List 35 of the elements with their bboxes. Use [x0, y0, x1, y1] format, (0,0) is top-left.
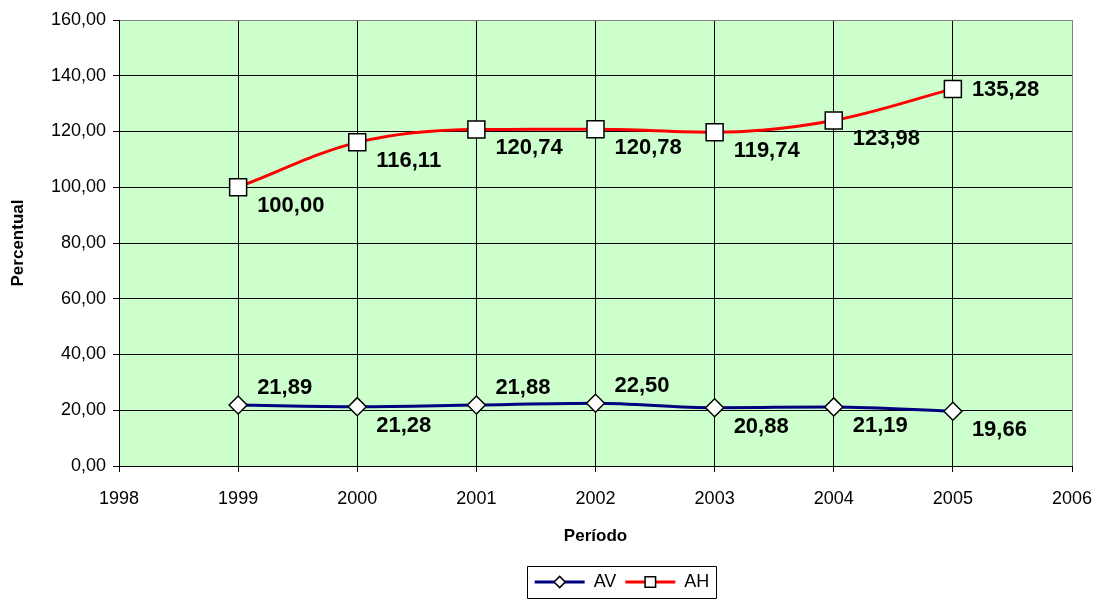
data-label: 116,11: [376, 147, 442, 173]
y-tick-label: 40,00: [60, 343, 106, 364]
y-tick-label: 140,00: [50, 64, 106, 85]
y-tick-label: 60,00: [60, 287, 106, 308]
data-label: 21,89: [257, 374, 313, 400]
x-tick-label: 2001: [456, 487, 497, 508]
x-tick-label: 2005: [932, 487, 973, 508]
data-label: 100,00: [257, 192, 325, 218]
y-tick-label: 80,00: [60, 231, 106, 252]
data-label: 22,50: [614, 372, 670, 398]
x-tick-label: 2000: [337, 487, 378, 508]
legend-label: AV: [593, 570, 617, 591]
x-tick-label: 1999: [218, 487, 259, 508]
legend-label: AH: [684, 570, 710, 591]
y-tick-label: 20,00: [60, 399, 106, 420]
x-tick-label: 2004: [813, 487, 854, 508]
data-label: 135,28: [971, 75, 1040, 101]
x-tick-label: 1998: [98, 487, 140, 508]
x-tick-label: 2006: [1051, 487, 1093, 508]
data-label: 120,78: [614, 134, 682, 160]
y-tick-label: 100,00: [50, 176, 106, 197]
data-label: 119,74: [733, 137, 801, 163]
data-label: 21,28: [376, 411, 432, 437]
y-tick-label: 120,00: [50, 120, 106, 141]
x-axis-title: Período: [563, 526, 628, 546]
y-tick-label: 160,00: [50, 8, 106, 29]
x-tick-label: 2002: [575, 487, 616, 508]
y-tick-label: 0,00: [70, 454, 106, 475]
data-label: 20,88: [733, 412, 789, 438]
x-tick-label: 2003: [694, 487, 735, 508]
data-label: 21,19: [852, 412, 908, 437]
data-label: 120,74: [495, 134, 564, 160]
y-axis-title: Percentual: [7, 199, 27, 287]
data-label: 21,88: [495, 374, 551, 400]
data-label: 19,66: [971, 416, 1027, 442]
